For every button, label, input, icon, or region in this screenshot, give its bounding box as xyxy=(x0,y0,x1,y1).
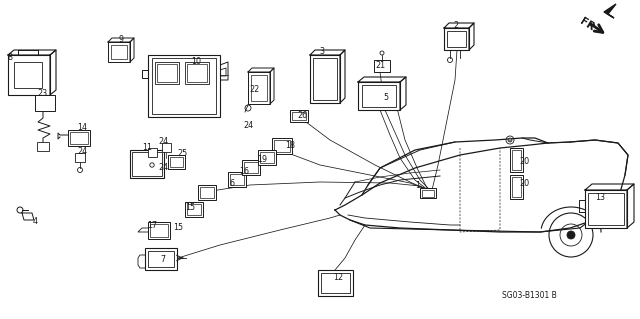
Bar xyxy=(185,202,203,217)
Bar xyxy=(272,138,292,154)
Text: 16: 16 xyxy=(239,167,249,176)
Bar xyxy=(187,204,201,215)
Text: 13: 13 xyxy=(595,194,605,203)
Text: 25: 25 xyxy=(177,150,187,159)
Text: 14: 14 xyxy=(77,123,87,132)
Text: 18: 18 xyxy=(285,140,295,150)
Text: 15: 15 xyxy=(173,224,183,233)
Circle shape xyxy=(567,231,575,239)
Bar xyxy=(35,95,55,111)
Bar xyxy=(274,140,290,152)
Bar xyxy=(111,45,127,59)
Bar xyxy=(510,148,523,172)
Text: 17: 17 xyxy=(147,220,157,229)
Bar xyxy=(228,172,246,187)
Bar xyxy=(512,177,521,197)
Text: 11: 11 xyxy=(142,144,152,152)
Bar xyxy=(14,62,42,88)
Bar xyxy=(170,157,183,167)
Bar xyxy=(422,190,434,197)
Text: 20: 20 xyxy=(519,179,529,188)
Bar xyxy=(155,62,179,84)
Bar xyxy=(148,55,220,117)
Bar xyxy=(260,152,274,163)
Bar xyxy=(258,150,276,165)
Text: 7: 7 xyxy=(161,256,166,264)
Bar xyxy=(512,150,521,170)
Bar xyxy=(148,251,174,267)
Text: 21: 21 xyxy=(375,62,385,70)
Bar xyxy=(362,85,396,107)
Bar xyxy=(75,153,85,162)
Bar xyxy=(313,58,337,100)
Bar xyxy=(420,188,436,198)
Bar xyxy=(248,72,270,104)
Text: FR.: FR. xyxy=(578,17,600,35)
Bar xyxy=(251,75,267,101)
Bar xyxy=(145,248,177,270)
Bar xyxy=(310,55,340,103)
Text: 19: 19 xyxy=(257,155,267,165)
Text: 12: 12 xyxy=(333,273,343,283)
Bar xyxy=(200,187,214,198)
Bar xyxy=(358,82,400,110)
Text: 2: 2 xyxy=(453,20,459,29)
Circle shape xyxy=(508,138,512,142)
Bar xyxy=(447,31,466,47)
Bar xyxy=(290,110,308,122)
Polygon shape xyxy=(604,4,616,18)
Bar xyxy=(168,155,185,169)
Text: 5: 5 xyxy=(383,93,388,102)
Bar xyxy=(132,152,162,176)
Bar xyxy=(37,142,49,151)
Text: 23: 23 xyxy=(37,88,47,98)
Text: 24: 24 xyxy=(158,137,168,146)
Bar xyxy=(321,273,350,293)
Bar xyxy=(318,270,353,296)
Bar xyxy=(374,60,390,72)
Text: 15: 15 xyxy=(185,204,195,212)
Bar xyxy=(444,28,469,50)
Bar xyxy=(152,58,216,114)
Text: 22: 22 xyxy=(250,85,260,94)
Bar xyxy=(588,193,624,225)
Text: 3: 3 xyxy=(319,48,324,56)
Text: 4: 4 xyxy=(33,218,38,226)
Bar xyxy=(510,175,523,199)
Bar xyxy=(108,42,130,62)
Text: 20: 20 xyxy=(519,158,529,167)
Text: 24: 24 xyxy=(77,147,87,157)
Text: 24: 24 xyxy=(158,164,168,173)
Text: 24: 24 xyxy=(243,121,253,130)
Bar xyxy=(242,160,260,175)
Text: 1: 1 xyxy=(415,181,420,189)
Text: 26: 26 xyxy=(297,110,307,120)
Text: 9: 9 xyxy=(118,35,124,44)
Text: 6: 6 xyxy=(230,179,234,188)
Bar xyxy=(157,64,177,82)
Bar xyxy=(150,224,168,237)
Bar xyxy=(162,143,171,152)
Bar xyxy=(130,150,164,178)
Text: 8: 8 xyxy=(8,54,13,63)
Bar xyxy=(70,132,88,144)
Bar xyxy=(148,148,157,157)
Text: 10: 10 xyxy=(191,57,201,66)
Bar xyxy=(68,130,90,146)
Bar xyxy=(185,62,209,84)
Text: SG03-B1301 B: SG03-B1301 B xyxy=(502,291,557,300)
Bar xyxy=(198,185,216,200)
Bar xyxy=(187,64,207,82)
Bar xyxy=(292,112,306,120)
Bar xyxy=(230,174,244,185)
Bar xyxy=(148,222,170,239)
Bar xyxy=(244,162,258,173)
Bar xyxy=(8,55,50,95)
Bar xyxy=(585,190,627,228)
